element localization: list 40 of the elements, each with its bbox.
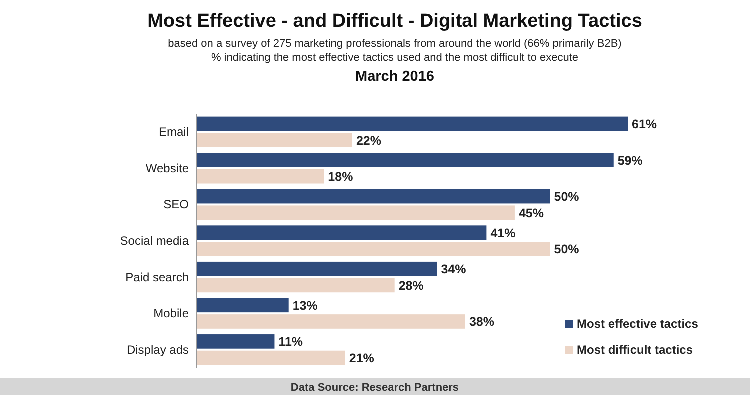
data-label: 50% [554,190,580,204]
data-label: 11% [278,335,304,350]
source-note: Data Source: Research Partners [290,382,460,394]
chart-subtitle: based on a survey of 275 marketing professionals from around the world (66% primarily B2B) % indicating the most effective tactics used and the most difficult to execute March 2016 [168,38,622,85]
bar [197,334,275,349]
data-label: 28% [398,278,424,293]
y-tick-label: Email [158,125,189,140]
bar [197,298,289,313]
data-label: 18% [328,170,354,184]
data-label: 21% [349,352,374,366]
bar [197,116,628,132]
legend-label: Most difficult tactics [577,343,694,357]
bar [197,242,550,256]
data-label: 50% [554,242,580,257]
y-tick-label: Mobile [154,306,190,321]
data-label: 13% [292,298,318,313]
bar [197,189,550,204]
bar [197,314,466,329]
legend-label: Most effective tactics [577,317,699,331]
data-label: 22% [356,134,382,148]
data-label: 59% [618,154,643,168]
bar [197,262,438,276]
y-tick-label: SEO [164,198,189,212]
bar [197,169,324,184]
y-tick-label: Social media [120,234,190,248]
bar [197,350,346,366]
data-label: 61% [632,117,658,132]
y-tick-label: Paid search [126,270,189,284]
y-tick-label: Display ads [126,342,189,357]
y-tick-label: Website [146,161,190,176]
data-label: 41% [490,226,516,240]
chart-title: Most Effective - and Difficult - Digital Marketing Tactics [148,11,642,32]
bar [197,278,395,293]
bar [197,226,487,240]
bar [197,153,614,168]
bar [197,206,515,220]
data-label: 38% [469,315,495,330]
bar [197,133,352,148]
data-label: 34% [441,262,466,277]
data-label: 45% [518,206,544,220]
